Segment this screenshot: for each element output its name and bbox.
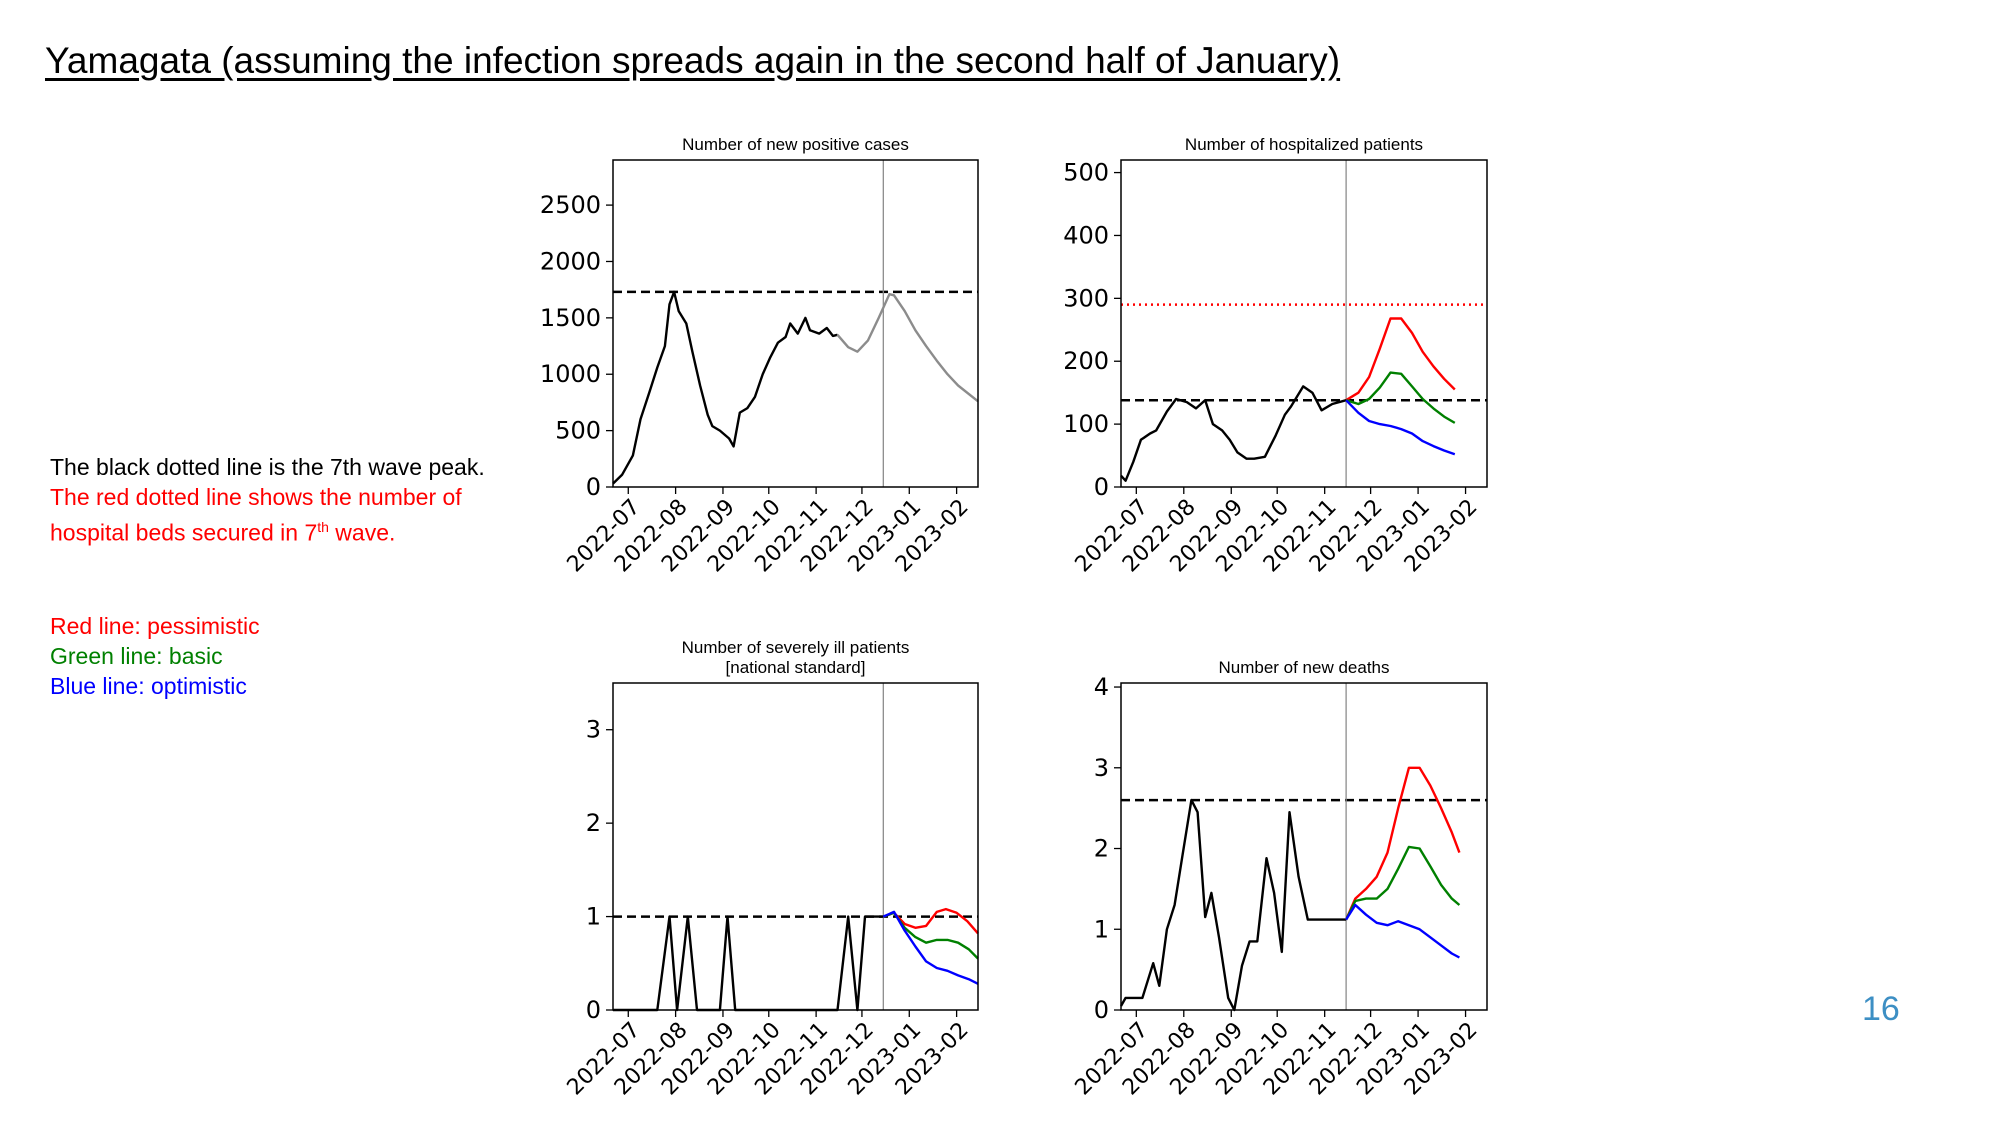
chart-title: Number of new deaths <box>1218 658 1389 677</box>
y-tick-label: 1 <box>586 903 601 931</box>
series-actual <box>612 290 838 485</box>
y-tick-label: 500 <box>1063 159 1109 187</box>
y-tick-label: 400 <box>1063 221 1109 249</box>
y-tick-label: 300 <box>1063 284 1109 312</box>
chart-title: Number of severely ill patients <box>682 638 910 657</box>
note-red-dotted-line: The red dotted line shows the number of <box>50 484 462 510</box>
chart-hospitalized: Number of hospitalized patients 0 100 200 30… <box>1063 135 1488 577</box>
series-pessimistic <box>1345 317 1456 402</box>
y-tick-label: 200 <box>1063 347 1109 375</box>
chart-title: Number of hospitalized patients <box>1185 135 1423 154</box>
y-tick-label: 2 <box>586 809 601 837</box>
chart-deaths: Number of new deaths012342022-072022-082… <box>1071 658 1488 1100</box>
series-pessimistic <box>1345 766 1461 921</box>
chart-severe: Number of severely ill patients[national… <box>563 638 979 1100</box>
chart-title: Number of new positive cases <box>682 135 909 154</box>
series-actual <box>1119 798 1347 1012</box>
y-tick-label: 3 <box>1094 754 1109 782</box>
series-optimistic <box>882 910 979 985</box>
plot-frame <box>612 682 979 1011</box>
y-tick-label: 500 <box>555 417 601 445</box>
y-tick-label: 0 <box>586 996 601 1024</box>
y-tick-label: 1 <box>1094 915 1109 943</box>
y-tick-label: 4 <box>1094 673 1109 701</box>
y-tick-label: 100 <box>1063 410 1109 438</box>
legend-pessimistic: Red line: pessimistic <box>50 613 260 639</box>
slide-title: Yamagata (assuming the infection spreads… <box>45 40 1341 81</box>
y-tick-label: 1500 <box>540 304 601 332</box>
chart-cases: Number of new positive cases 0 500 1000 1500… <box>540 135 979 577</box>
page-number: 16 <box>1862 990 1900 1028</box>
series-pessimistic <box>882 907 979 935</box>
series-basic <box>1345 371 1456 424</box>
y-tick-label: 2000 <box>540 247 601 275</box>
plot-frame <box>1120 682 1488 1011</box>
series-actual <box>613 915 884 1012</box>
note-red-dotted-line-continued: hospital beds secured in 7th wave. <box>50 512 395 548</box>
legend-optimistic: Blue line: optimistic <box>50 673 247 699</box>
note-wave-text: wave. <box>328 519 396 546</box>
chart-subtitle: [national standard] <box>726 658 866 677</box>
y-tick-label: 2500 <box>540 191 601 219</box>
y-tick-label: 0 <box>1094 473 1109 501</box>
plot-frame <box>1120 159 1488 488</box>
y-tick-label: 3 <box>586 716 601 744</box>
note-black-dotted-line: The black dotted line is the 7th wave pe… <box>50 454 485 480</box>
series-actual <box>1120 385 1347 482</box>
note-beds-text: hospital beds secured in 7 <box>50 519 318 546</box>
series-optimistic <box>1345 903 1460 959</box>
plot-frame <box>612 159 979 488</box>
note-superscript: th <box>317 519 329 535</box>
legend-basic: Green line: basic <box>50 643 223 669</box>
y-tick-label: 0 <box>586 473 601 501</box>
series-projection <box>836 293 979 403</box>
series-optimistic <box>1345 399 1456 456</box>
y-tick-label: 1000 <box>540 360 601 388</box>
y-tick-label: 0 <box>1094 996 1109 1024</box>
y-tick-label: 2 <box>1094 835 1109 863</box>
series-basic <box>1345 845 1461 921</box>
